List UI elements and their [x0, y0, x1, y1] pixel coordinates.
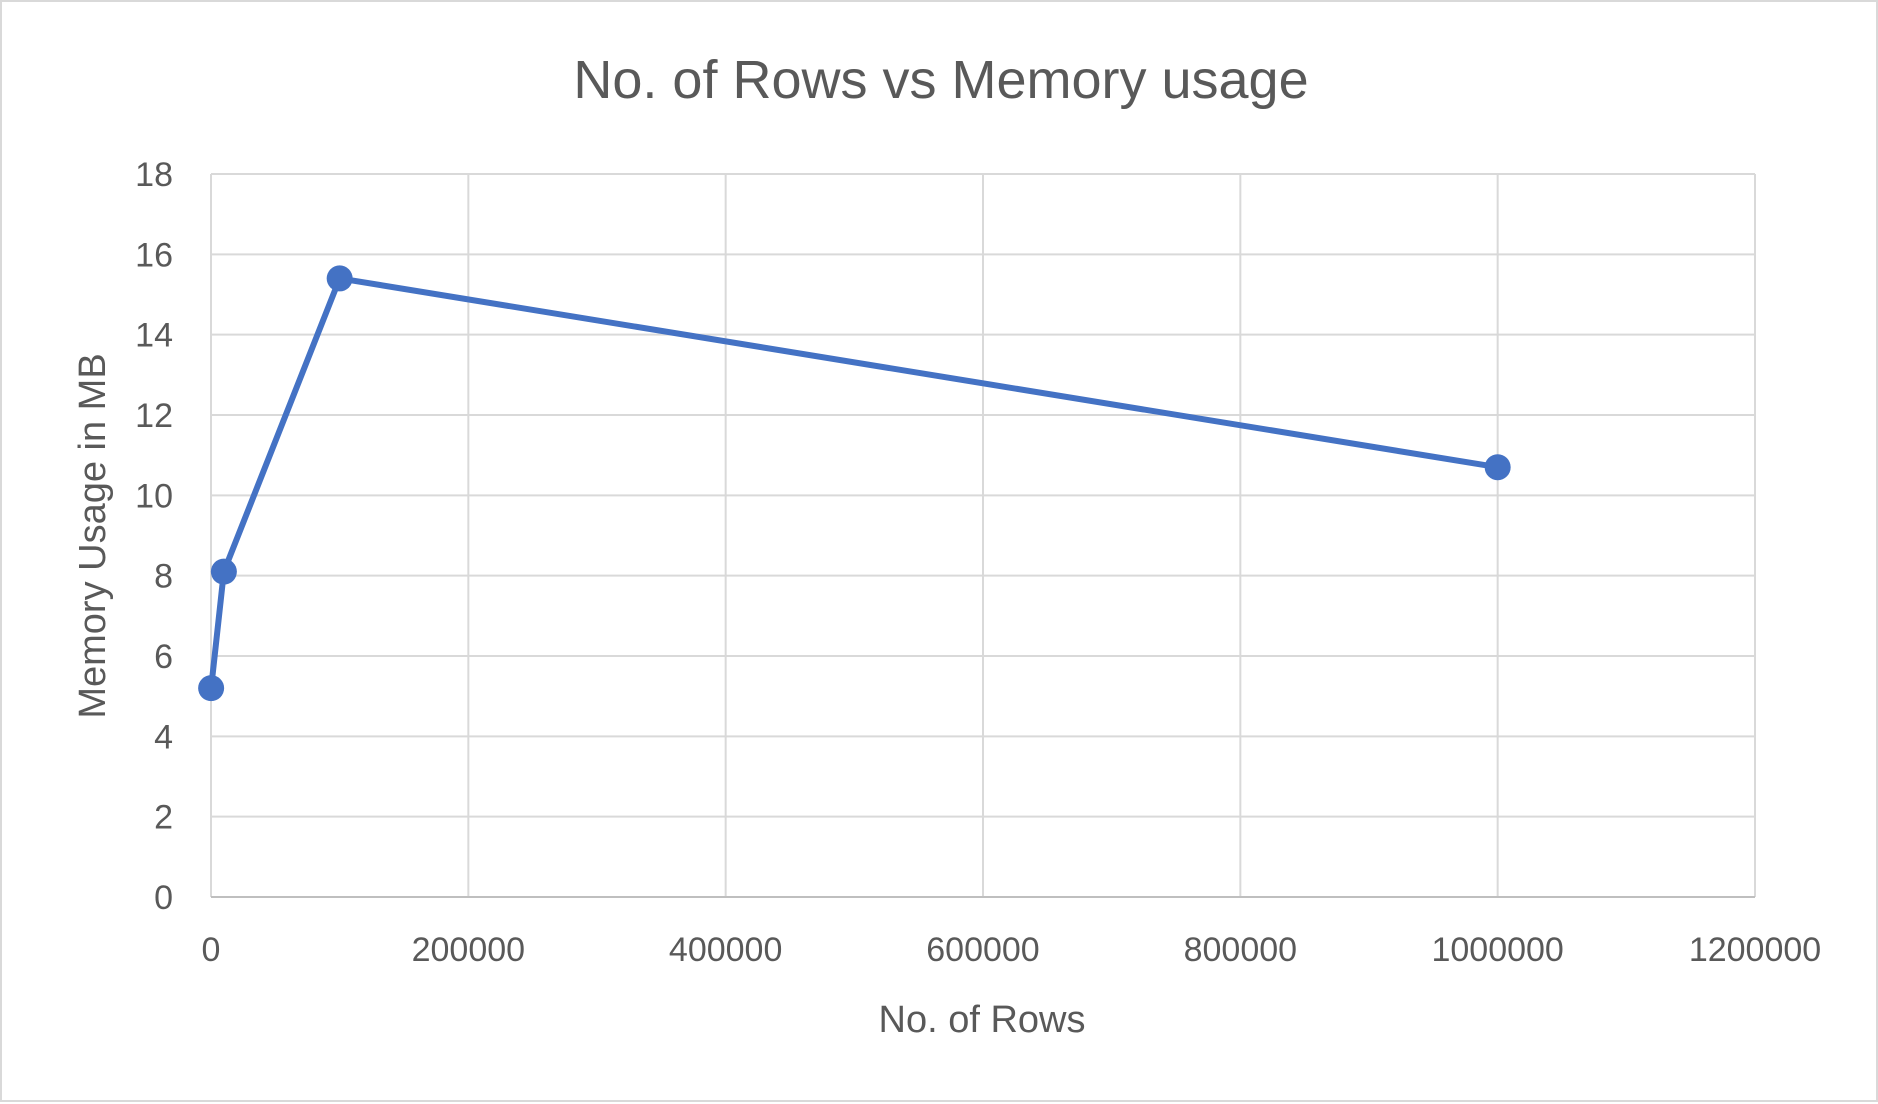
x-tick-label-0: 0: [202, 931, 221, 969]
x-tick-label-2: 400000: [669, 931, 782, 969]
y-tick-label-0: 0: [154, 879, 173, 917]
y-tick-label-5: 10: [135, 477, 173, 515]
y-tick-label-2: 4: [154, 718, 173, 756]
y-tick-label-4: 8: [154, 558, 173, 596]
x-tick-label-6: 1200000: [1689, 931, 1821, 969]
data-series: [198, 265, 1511, 702]
y-tick-label-7: 14: [135, 317, 173, 355]
x-tick-label-1: 200000: [412, 931, 525, 969]
data-point-1: [210, 558, 237, 585]
y-tick-label-9: 18: [135, 156, 173, 194]
chart-title: No. of Rows vs Memory usage: [573, 50, 1308, 110]
data-point-0: [198, 675, 225, 702]
data-point-3: [1484, 454, 1511, 481]
x-tick-label-3: 600000: [926, 931, 1039, 969]
y-tick-label-6: 12: [135, 397, 173, 435]
x-axis-title: No. of Rows: [879, 999, 1086, 1041]
x-tick-label-5: 1000000: [1431, 931, 1563, 969]
x-tick-label-4: 800000: [1184, 931, 1297, 969]
y-tick-label-8: 16: [135, 236, 173, 274]
y-tick-label-1: 2: [154, 799, 173, 837]
y-tick-label-3: 6: [154, 638, 173, 676]
y-axis-title: Memory Usage in MB: [72, 353, 114, 718]
data-point-2: [326, 265, 353, 292]
gridlines: [210, 173, 1756, 897]
tick-labels: 0 2 4 6 8 10 12 14 16 18 0 200000 400000 600000 800000…: [135, 156, 1821, 969]
series-line-0: [208, 275, 1501, 692]
